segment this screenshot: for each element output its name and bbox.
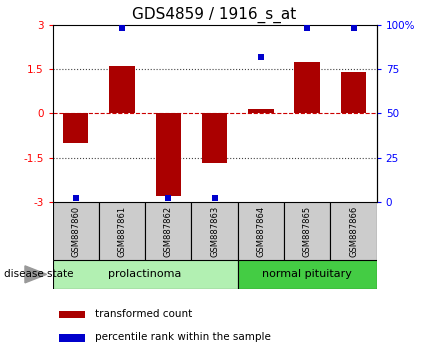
- Point: [350, 25, 357, 31]
- Point: [119, 25, 126, 31]
- Bar: [341, 72, 366, 113]
- Bar: [99, 202, 145, 260]
- Bar: [238, 260, 377, 289]
- Bar: [53, 202, 99, 260]
- Title: GDS4859 / 1916_s_at: GDS4859 / 1916_s_at: [132, 7, 297, 23]
- Text: GSM887866: GSM887866: [349, 205, 358, 257]
- Bar: [110, 66, 135, 113]
- Text: disease state: disease state: [4, 269, 74, 279]
- Bar: [59, 334, 85, 342]
- Bar: [53, 260, 238, 289]
- Bar: [63, 113, 88, 143]
- Point: [72, 195, 79, 201]
- Bar: [155, 113, 181, 196]
- Text: normal pituitary: normal pituitary: [262, 269, 352, 279]
- Text: GSM887864: GSM887864: [256, 205, 265, 257]
- Text: GSM887861: GSM887861: [117, 205, 127, 257]
- Bar: [284, 202, 330, 260]
- Point: [165, 195, 172, 201]
- Text: GSM887860: GSM887860: [71, 205, 80, 257]
- Text: GSM887862: GSM887862: [164, 205, 173, 257]
- Point: [258, 54, 265, 59]
- Bar: [145, 202, 191, 260]
- Text: transformed count: transformed count: [95, 309, 192, 319]
- Bar: [238, 202, 284, 260]
- Text: GSM887865: GSM887865: [303, 205, 312, 257]
- Bar: [294, 62, 320, 113]
- Point: [211, 195, 218, 201]
- Bar: [330, 202, 377, 260]
- Text: GSM887863: GSM887863: [210, 205, 219, 257]
- Text: percentile rank within the sample: percentile rank within the sample: [95, 332, 271, 342]
- Point: [304, 25, 311, 31]
- Bar: [191, 202, 238, 260]
- Polygon shape: [25, 266, 46, 283]
- Bar: [248, 109, 274, 113]
- Text: prolactinoma: prolactinoma: [109, 269, 182, 279]
- Bar: [202, 113, 227, 164]
- Bar: [59, 311, 85, 318]
